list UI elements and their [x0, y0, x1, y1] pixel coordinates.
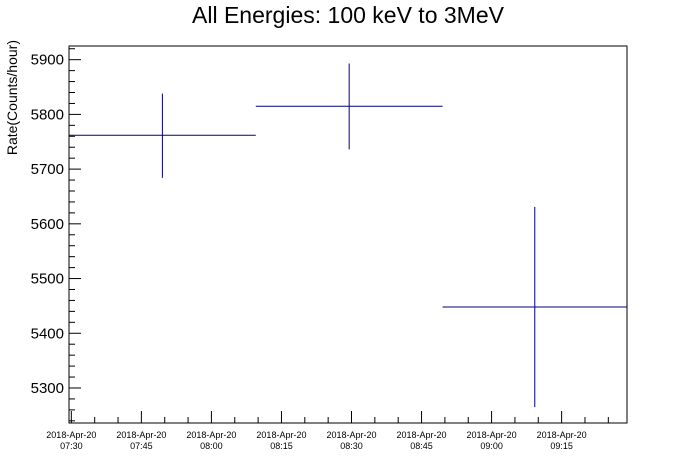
- x-tick-label-date: 2018-Apr-20: [467, 430, 517, 440]
- x-tick-label-time: 09:00: [480, 441, 503, 451]
- x-tick-label-time: 08:15: [270, 441, 293, 451]
- x-tick-label-time: 07:45: [130, 441, 153, 451]
- x-tick-label-time: 08:30: [340, 441, 363, 451]
- x-tick-label-time: 08:00: [200, 441, 223, 451]
- y-tick-label: 5500: [31, 271, 64, 288]
- x-tick-label-time: 09:15: [550, 441, 573, 451]
- y-tick-label: 5300: [31, 380, 64, 397]
- x-tick-label-date: 2018-Apr-20: [186, 430, 236, 440]
- plot-frame: [68, 45, 628, 424]
- x-tick-label-time: 08:45: [410, 441, 433, 451]
- x-tick-label-date: 2018-Apr-20: [537, 430, 587, 440]
- y-axis-title: Rate(Counts/hour): [4, 40, 20, 155]
- x-tick-label-date: 2018-Apr-20: [397, 430, 447, 440]
- x-tick-label-date: 2018-Apr-20: [46, 430, 96, 440]
- x-tick-label-date: 2018-Apr-20: [326, 430, 376, 440]
- chart-title: All Energies: 100 keV to 3MeV: [192, 2, 504, 28]
- x-tick-label-date: 2018-Apr-20: [116, 430, 166, 440]
- y-tick-label: 5700: [31, 161, 64, 178]
- y-tick-label: 5800: [31, 106, 64, 123]
- x-tick-label-time: 07:30: [60, 441, 83, 451]
- y-tick-label: 5600: [31, 216, 64, 233]
- y-tick-label: 5400: [31, 325, 64, 342]
- y-tick-label: 5900: [31, 52, 64, 69]
- x-tick-label-date: 2018-Apr-20: [256, 430, 306, 440]
